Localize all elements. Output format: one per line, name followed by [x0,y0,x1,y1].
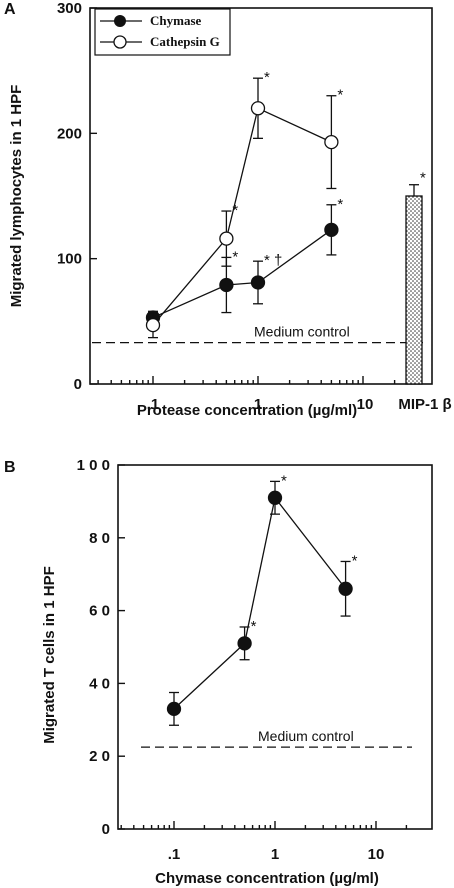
legend-chymase-marker [114,15,126,27]
panel-a-chymase-significance: * [232,248,238,265]
panel-a-cathepsin-g-point [219,231,234,246]
panel-b-ytick-label: 6 0 [89,603,110,620]
panel-a-cathepsin-g-point [250,101,266,116]
panel-b-series-point [237,636,252,651]
panel-a-letter: A [4,1,16,18]
panel-b-xtick-label: .1 [168,846,181,863]
panel-b-ytick-label: 0 [102,821,110,838]
panel-b-xlabel: Chymase concentration (µg/ml) [155,870,379,887]
panel-b-ylabel: Migrated T cells in 1 HPF [41,566,58,744]
panel-a-xtick-label: .1 [147,396,160,413]
panel-b-series-point [166,701,182,717]
panel-a-chymase-point [250,275,266,290]
panel-b-series-point [267,490,283,505]
panel-b-frame [117,464,433,830]
panel-a-cathepsin-g-significance: * [337,87,343,104]
panel-a-frame [89,7,433,385]
panel-b-series-point [338,581,353,596]
panel-a-cathepsin-g-line [152,107,332,326]
panel-a-cathepsin-g-significance: * [264,69,270,86]
panel-a-chymase-significance: * [337,196,343,213]
panel-b-ytick-label: 4 0 [89,675,110,692]
panel-b-control-label: Medium control [258,728,354,744]
panel-a-ytick-label: 100 [57,251,82,268]
panel-a-chymase-point [219,277,234,293]
panel-b-series-significance: * [281,472,287,489]
mip1-beta-significance: * [420,170,426,187]
panel-a-ylabel: Migrated lymphocytes in 1 HPF [8,85,25,308]
panel-b-ytick-label: 8 0 [89,530,110,547]
panel-a-ytick-label: 200 [57,125,82,142]
panel-a-ytick-label: 300 [57,0,82,17]
legend-chymase-label: Chymase [150,13,202,28]
legend-cathepsin-label: Cathepsin G [150,34,220,49]
panel-a-xtick-label: 1 [254,396,262,413]
panel-a-xtick-label: 10 [357,396,374,413]
mip1-beta-bar [405,195,423,385]
panel-b-series-significance: * [251,618,257,635]
panel-a-xlabel: Protease concentration (µg/ml) [137,402,357,419]
mip1-beta-label: MIP-1 β [398,396,451,413]
panel-b-ytick-label: 2 0 [89,748,110,765]
panel-b-series-line [173,496,347,710]
panel-b-letter: B [4,459,16,476]
legend-cathepsin-marker [113,35,127,49]
panel-b-ytick-label: 1 0 0 [77,457,110,474]
panel-a-cathepsin-g-point [145,317,161,333]
panel-a-chymase-point [324,222,339,237]
panel-b-xtick-label: 10 [368,846,385,863]
panel-a-ytick-label: 0 [74,376,82,393]
panel-a-cathepsin-g-significance: * [232,202,238,219]
panel-b-xtick-label: 1 [271,846,279,863]
panel-a-chymase-significance: * † [264,252,282,269]
panel-a-cathepsin-g-point [324,134,339,150]
panel-b-series-significance: * [352,552,358,569]
panel-a-control-label: Medium control [254,324,350,340]
panel-a-chymase-line [152,229,332,319]
